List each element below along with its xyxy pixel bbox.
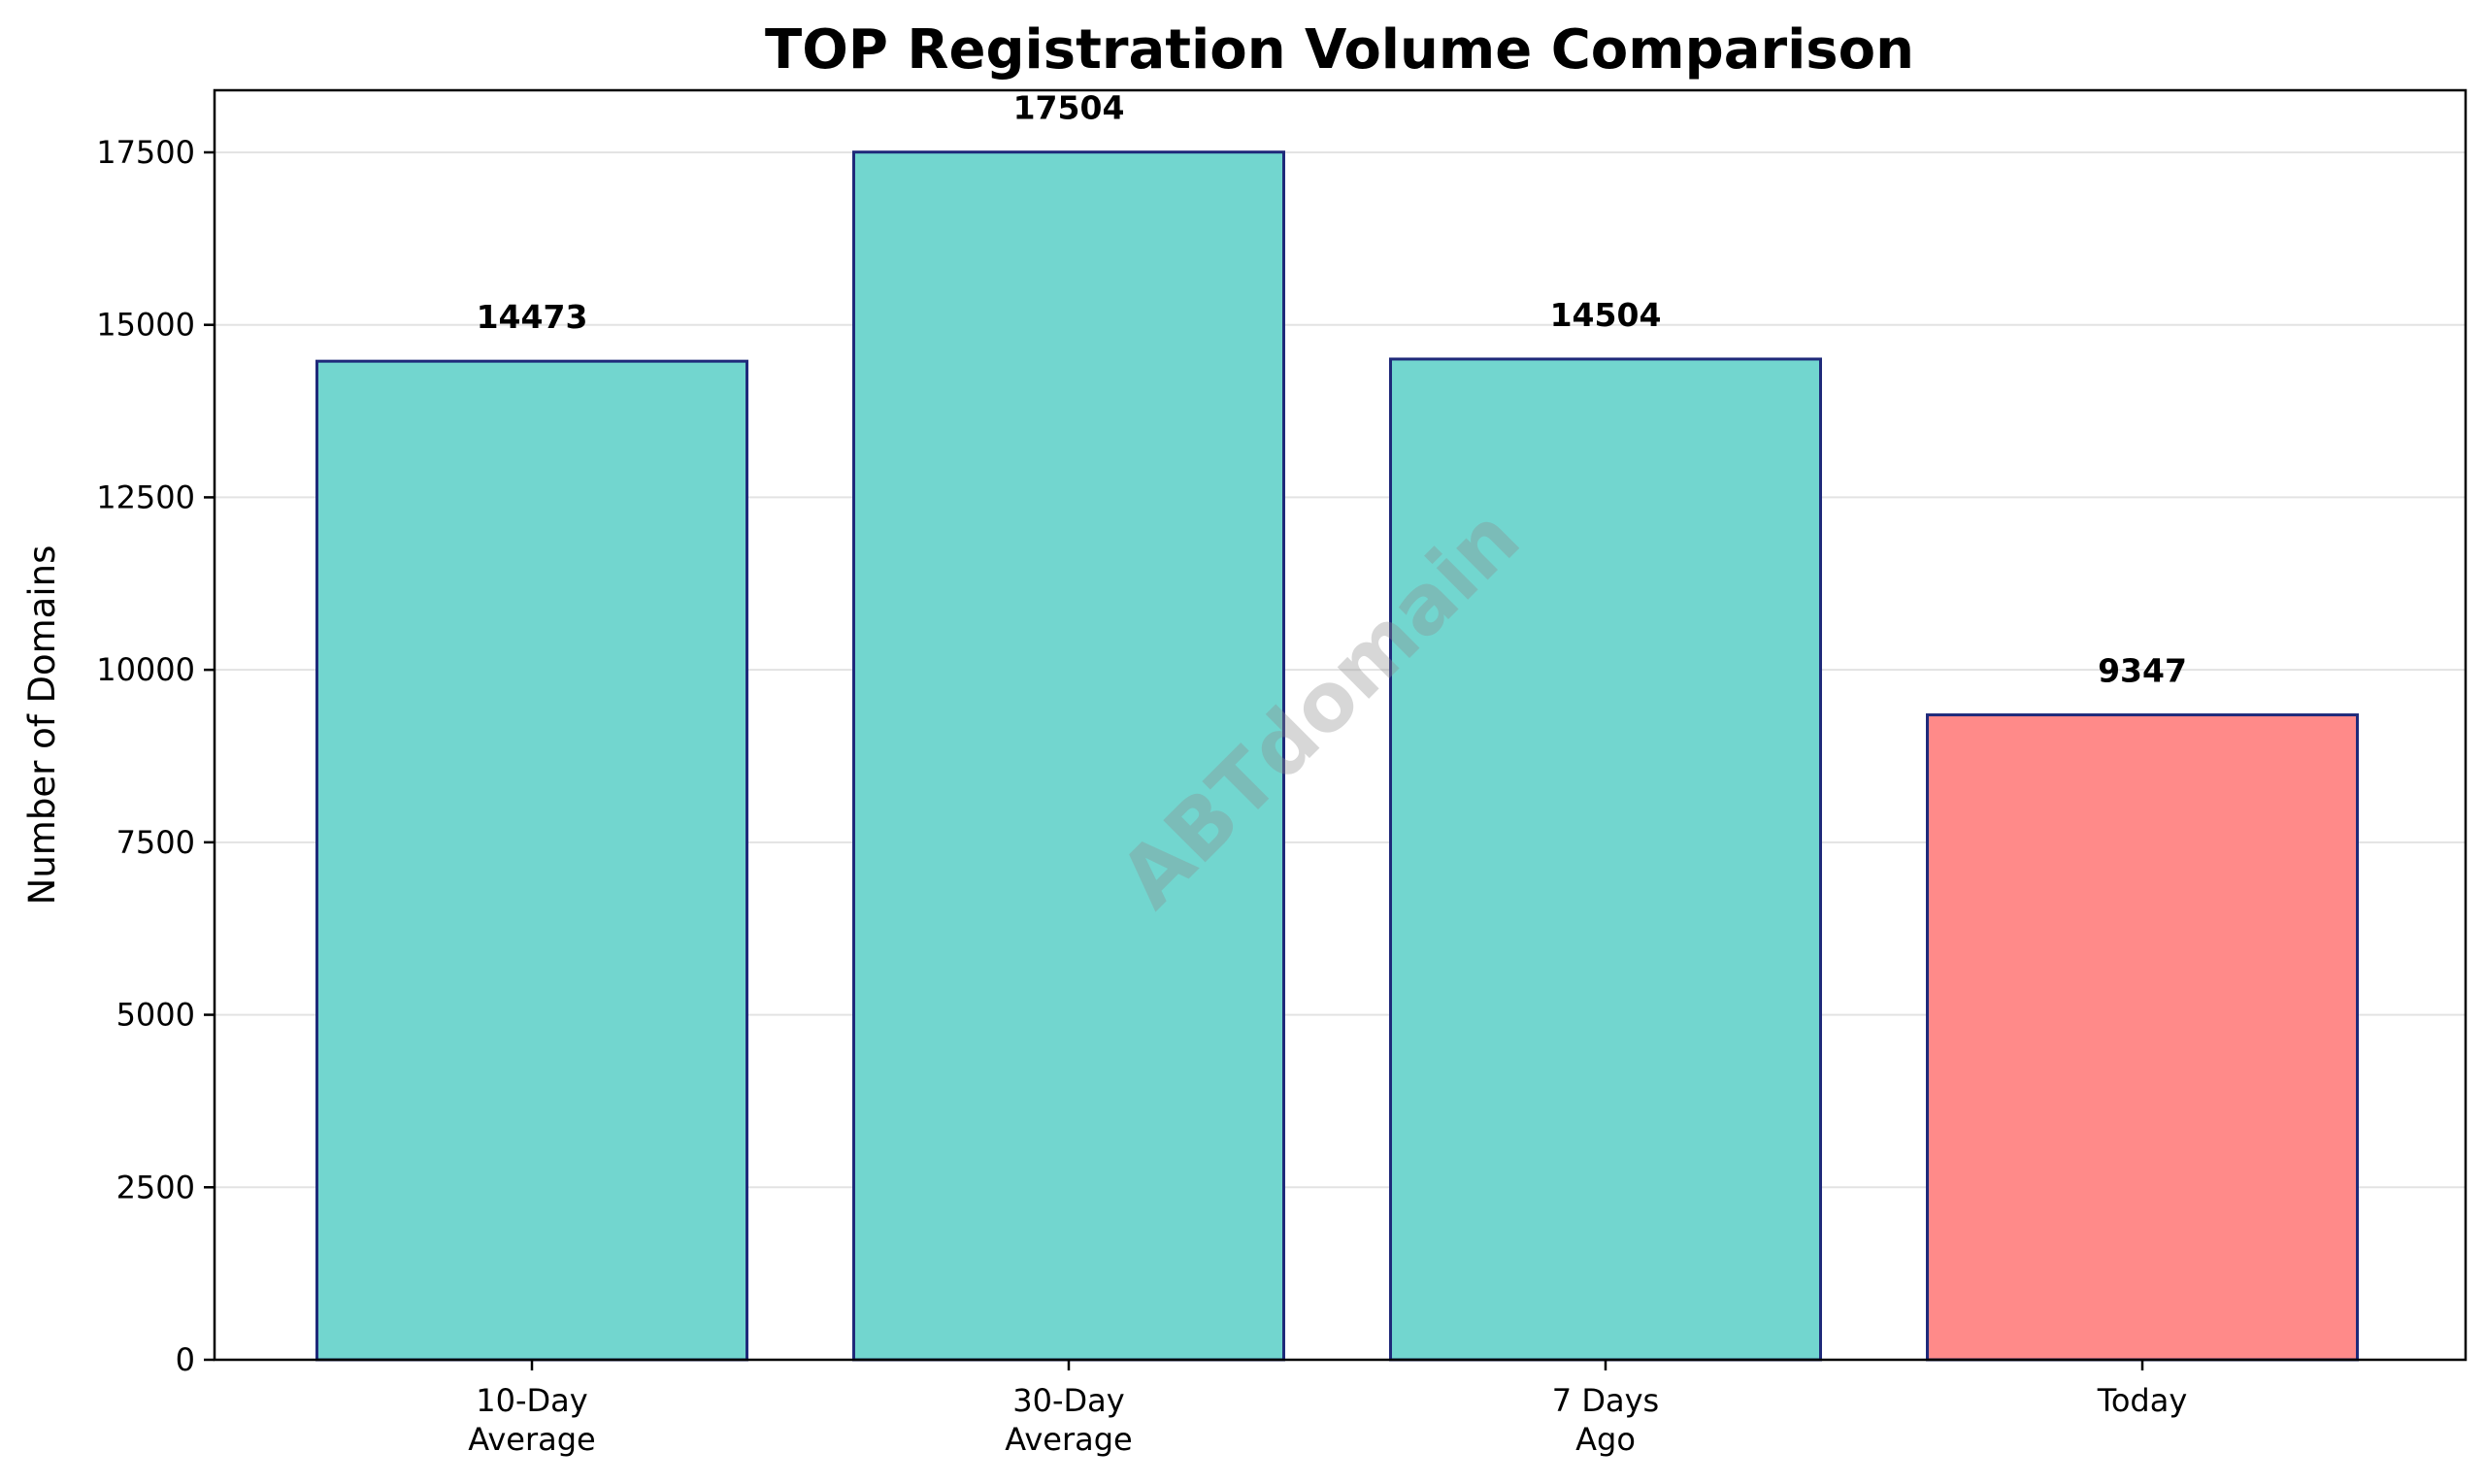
y-tick-label-5: 12500 xyxy=(96,478,195,515)
y-tick-label-3: 7500 xyxy=(116,824,195,861)
x-tick-label-1-line-0: 30-Day xyxy=(1012,1382,1124,1419)
y-tick-label-4: 10000 xyxy=(96,651,195,688)
x-tick-label-1-line-1: Average xyxy=(1005,1421,1132,1458)
y-tick-label-1: 2500 xyxy=(116,1169,195,1205)
bars xyxy=(315,150,2359,1362)
chart-title: TOP Registration Volume Comparison xyxy=(765,18,1914,82)
data-labels: 14473 17504 14504 9347 xyxy=(477,89,2187,690)
data-label-0: 14473 xyxy=(477,298,588,336)
bar-0 xyxy=(315,359,748,1362)
y-tick-label-7: 17500 xyxy=(96,134,195,171)
data-label-3: 9347 xyxy=(2098,652,2187,690)
y-tick-label-6: 15000 xyxy=(96,307,195,344)
data-label-1: 17504 xyxy=(1013,89,1125,127)
x-tick-label-3-line-0: Today xyxy=(2097,1382,2188,1419)
y-axis: 0 2500 5000 7500 10000 12500 15000 17500 xyxy=(96,134,215,1378)
y-tick-label-0: 0 xyxy=(176,1341,195,1378)
bar-1 xyxy=(852,150,1285,1362)
x-tick-label-0-line-0: 10-Day xyxy=(476,1382,587,1419)
data-label-2: 14504 xyxy=(1550,296,1662,334)
y-axis-label: Number of Domains xyxy=(21,545,63,906)
x-tick-label-2-line-1: Ago xyxy=(1575,1421,1636,1458)
x-tick-label-2-line-0: 7 Days xyxy=(1552,1382,1659,1419)
bar-3 xyxy=(1926,713,2359,1362)
x-tick-label-0-line-1: Average xyxy=(468,1421,595,1458)
plot-area-frame xyxy=(213,88,2468,1362)
bar-2 xyxy=(1389,357,1822,1362)
y-tick-label-2: 5000 xyxy=(116,997,195,1034)
